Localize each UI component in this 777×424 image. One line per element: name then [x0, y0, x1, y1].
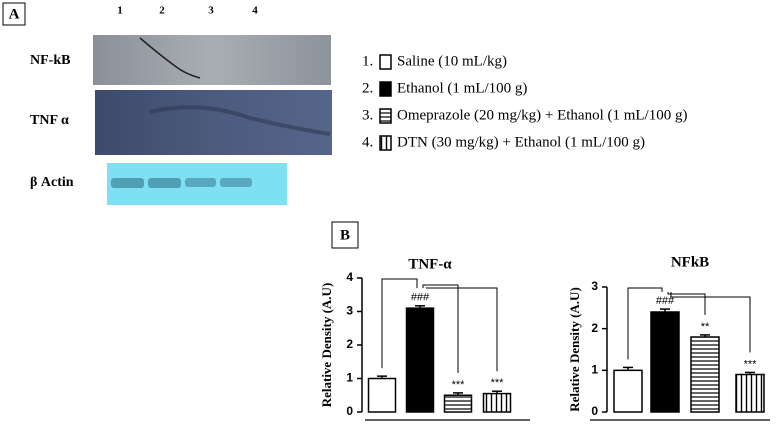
- y-tick-label: 3: [346, 304, 353, 318]
- legend-number: 2.: [362, 80, 373, 96]
- significance: ***: [744, 358, 758, 370]
- chart-title: NFkB: [671, 254, 709, 270]
- legend-label: Saline (10 mL/kg): [397, 53, 507, 69]
- blot-band: [148, 178, 181, 188]
- panel-label: B: [340, 227, 350, 243]
- y-tick-label: 2: [591, 321, 598, 335]
- legend-number: 1.: [362, 53, 373, 69]
- blot-row-label: TNF α: [30, 113, 69, 128]
- blot-band: [185, 178, 216, 187]
- blot-band: [220, 178, 252, 187]
- blot-row-label: β Actin: [30, 175, 74, 190]
- legend-label: Ethanol (1 mL/100 g): [397, 80, 527, 96]
- bracket: [670, 292, 751, 353]
- legend-swatch: [379, 81, 392, 97]
- blot-band: [111, 178, 144, 188]
- y-tick-label: 0: [346, 404, 353, 418]
- legend-swatch: [379, 135, 392, 151]
- legend-label: DTN (30 mg/kg) + Ethanol (1 mL/100 g): [397, 134, 645, 150]
- y-tick-label: 4: [346, 270, 353, 284]
- bar: [690, 336, 720, 413]
- legend-number: 4.: [362, 134, 373, 150]
- bar: [405, 307, 435, 413]
- panel-label: A: [9, 6, 20, 22]
- y-tick-label: 0: [591, 404, 598, 418]
- panel-box: [331, 221, 359, 249]
- y-axis-label: Relative Density (A.U): [567, 287, 582, 412]
- bar: [367, 377, 397, 413]
- significance: ###: [656, 295, 675, 307]
- chart-title: TNF-α: [408, 256, 452, 272]
- blot-band: [149, 105, 331, 136]
- bracket: [627, 287, 663, 360]
- bracket: [381, 278, 418, 369]
- legend-label: Omeprazole (20 mg/kg) + Ethanol (1 mL/10…: [397, 107, 687, 123]
- bar: [735, 373, 765, 413]
- bar: [443, 394, 473, 413]
- y-tick-label: 2: [346, 337, 353, 351]
- significance: ***: [452, 379, 466, 391]
- bar: [650, 311, 680, 413]
- bracket: [667, 292, 706, 315]
- y-axis-label: Relative Density (A.U): [319, 283, 334, 408]
- blot-row-label: NF-kB: [30, 53, 70, 68]
- lane-label: 3: [208, 5, 214, 17]
- blot-nfkb: [93, 35, 331, 85]
- legend-swatch: [379, 108, 392, 124]
- y-tick-label: 1: [591, 363, 598, 377]
- y-tick-label: 1: [346, 371, 353, 385]
- blot-crease: [139, 37, 201, 79]
- bracket: [425, 287, 498, 372]
- significance: ***: [491, 377, 505, 389]
- bar: [613, 369, 643, 413]
- legend-number: 3.: [362, 107, 373, 123]
- lane-label: 4: [252, 5, 258, 17]
- bracket: [422, 284, 459, 373]
- lane-label: 2: [159, 5, 165, 17]
- bar: [482, 392, 512, 413]
- y-tick-label: 3: [591, 279, 598, 293]
- lane-label: 1: [117, 5, 123, 17]
- blot-tnf: [95, 90, 332, 155]
- panel-box: [2, 2, 26, 26]
- significance: ###: [411, 292, 430, 304]
- significance: **: [701, 321, 710, 333]
- legend-swatch: [379, 54, 392, 70]
